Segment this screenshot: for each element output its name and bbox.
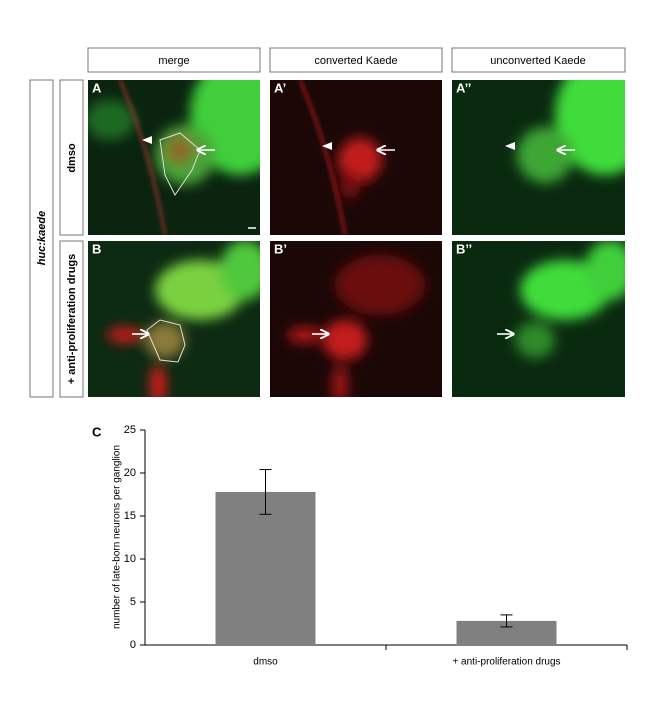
y-tick-label: 5 [130, 596, 136, 608]
y-axis-label: number of late-born neurons per ganglion [112, 445, 123, 629]
micrograph [452, 241, 625, 397]
y-tick-label: 20 [124, 467, 136, 479]
y-tick-label: 10 [124, 553, 136, 565]
row-box [59, 79, 84, 236]
micrograph [270, 241, 442, 397]
bar [215, 491, 316, 645]
x-tick-label: dmso [253, 657, 278, 668]
micrograph [88, 80, 260, 235]
row-group-box [29, 79, 54, 398]
header-box [451, 47, 626, 73]
panel-label: A’’ [456, 80, 471, 95]
row-group-label: huc:kaede [36, 211, 48, 265]
panel-label: A [92, 80, 102, 95]
y-tick-label: 0 [130, 639, 136, 651]
panel-label: B [92, 241, 101, 256]
row-label: dmso [66, 143, 78, 173]
header-box [87, 47, 261, 73]
panel-label: B’’ [456, 241, 472, 256]
panel-label: C [92, 424, 102, 439]
x-tick-label: + anti-proliferation drugs [452, 657, 560, 668]
micrograph [88, 241, 260, 397]
column-header: converted Kaede [314, 55, 397, 67]
y-tick-label: 15 [124, 510, 136, 522]
y-tick-label: 25 [124, 424, 136, 436]
micrograph [452, 80, 625, 235]
micrograph [270, 80, 442, 235]
column-header: unconverted Kaede [490, 55, 585, 67]
column-header: merge [158, 55, 189, 67]
row-label: + anti-proliferation drugs [66, 254, 78, 384]
panel-label: B’ [274, 241, 287, 256]
row-box [59, 240, 84, 398]
header-box [269, 47, 443, 73]
panel-label: A’ [274, 80, 286, 95]
